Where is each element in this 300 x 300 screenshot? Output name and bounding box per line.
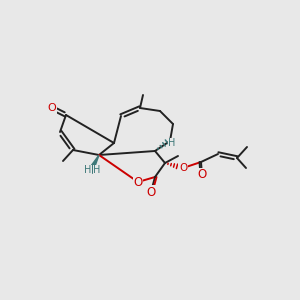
- Text: O: O: [146, 185, 156, 199]
- Text: O: O: [197, 169, 207, 182]
- Text: H: H: [84, 165, 92, 175]
- Text: O: O: [48, 103, 56, 113]
- Text: H: H: [93, 165, 101, 175]
- Polygon shape: [88, 155, 99, 173]
- Text: H: H: [168, 138, 176, 148]
- Text: O: O: [179, 163, 187, 173]
- Text: O: O: [134, 176, 142, 188]
